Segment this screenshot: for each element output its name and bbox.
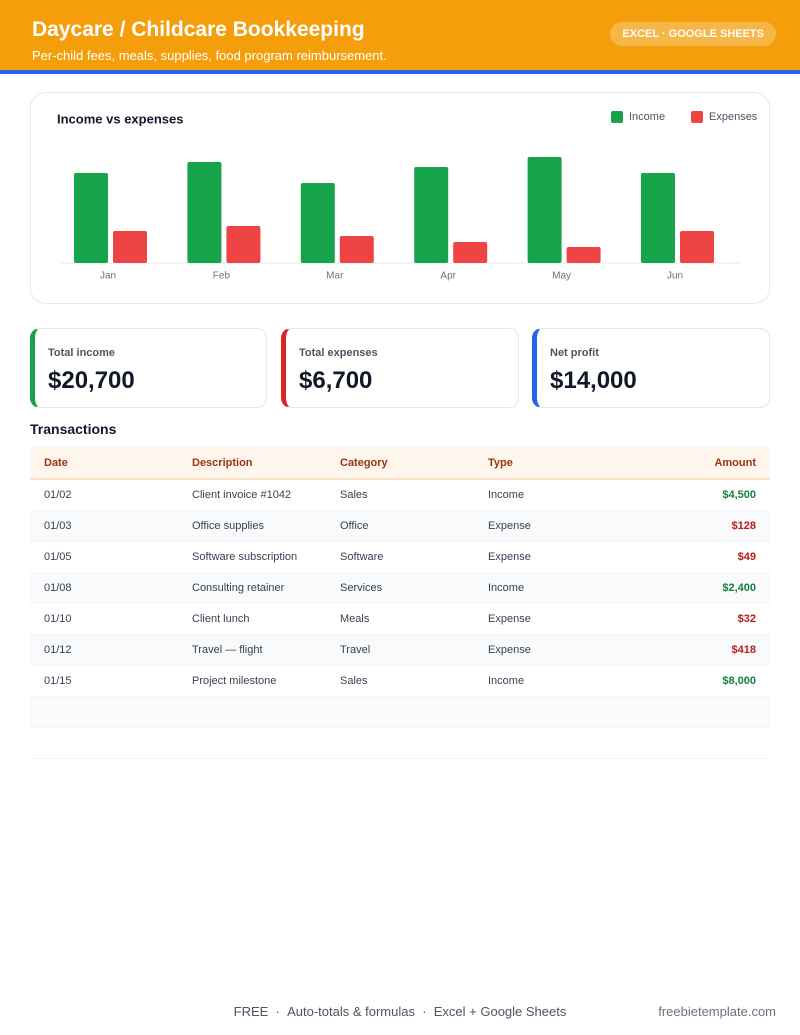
chart-card: Income vs expenses Income Expenses Jan Feb M… xyxy=(30,92,770,304)
column-header: Date xyxy=(44,457,68,469)
cell: Sales xyxy=(340,675,368,687)
chart: Income vs expenses Income Expenses Jan Feb M… xyxy=(57,111,758,282)
empty-row xyxy=(30,728,770,759)
footer-item: FREE xyxy=(233,1004,269,1019)
cell: Project milestone xyxy=(192,675,277,687)
bar xyxy=(113,231,147,263)
x-tick-label: Feb xyxy=(213,271,231,282)
cell: Office supplies xyxy=(192,520,264,532)
bar xyxy=(74,173,108,263)
card-income: Total income $20,700 xyxy=(30,328,267,408)
cell: Travel — flight xyxy=(192,644,263,656)
site: freebietemplate.com xyxy=(658,1004,776,1019)
cell: 01/03 xyxy=(44,520,72,532)
x-tick-label: Jun xyxy=(667,271,683,282)
cell: Services xyxy=(340,582,383,594)
cell: Expense xyxy=(488,520,531,532)
bar xyxy=(187,162,222,263)
x-tick-label: May xyxy=(552,271,571,282)
x-tick-label: Mar xyxy=(326,271,344,282)
table-row: 01/02 Client invoice #1042 Sales Income $4,5… xyxy=(30,480,770,511)
legend-swatch xyxy=(611,111,623,123)
column-header: Type xyxy=(488,457,513,469)
table: Date Description Category Type Amount 01/02 Cl… xyxy=(30,447,770,759)
section-title: Transactions xyxy=(30,421,117,437)
card-label: Total income xyxy=(48,347,116,359)
cell: $128 xyxy=(731,520,756,532)
table-row: 01/12 Travel — flight Travel Expense $418 xyxy=(30,635,770,666)
card-label: Total expenses xyxy=(299,347,378,359)
cell: Expense xyxy=(488,551,531,563)
cell: Income xyxy=(488,489,525,501)
footer: FREE · Auto-totals & formulas · Excel + … xyxy=(0,1004,800,1019)
cell: 01/12 xyxy=(44,644,72,656)
cell: Meals xyxy=(340,613,370,625)
header-row: Date Description Category Type Amount xyxy=(30,447,770,480)
cell: 01/15 xyxy=(44,675,72,687)
footer-item: Auto-totals & formulas xyxy=(287,1004,415,1019)
column-header: Category xyxy=(340,457,388,469)
cell: $4,500 xyxy=(722,489,756,501)
cell: 01/10 xyxy=(44,613,72,625)
card-value: $14,000 xyxy=(550,367,637,394)
cell: 01/02 xyxy=(44,489,72,501)
bar xyxy=(453,242,488,263)
x-tick-label: Apr xyxy=(440,271,456,282)
cell: Office xyxy=(340,520,369,532)
bar xyxy=(226,226,261,263)
cell: Client lunch xyxy=(192,613,250,625)
separator: · xyxy=(268,1004,288,1019)
cell: $49 xyxy=(737,551,756,563)
bar xyxy=(414,167,449,263)
column-header: Description xyxy=(192,457,253,469)
legend-swatch xyxy=(691,111,703,123)
badge: EXCEL · GOOGLE SHEETS xyxy=(610,22,776,46)
card-value: $6,700 xyxy=(299,367,373,394)
subtitle: Per-child fees, meals, supplies, food pr… xyxy=(32,48,387,63)
table-row: 01/15 Project milestone Sales Income $8,000 xyxy=(30,666,770,697)
empty-row xyxy=(30,697,770,728)
bar xyxy=(527,157,562,263)
chart-title: Income vs expenses xyxy=(57,111,183,126)
table-row: 01/10 Client lunch Meals Expense $32 xyxy=(30,604,770,635)
legend-label: Income xyxy=(629,111,665,123)
table-row: 01/05 Software subscription Software Expens… xyxy=(30,542,770,573)
header xyxy=(0,0,800,74)
cell: $2,400 xyxy=(722,582,756,594)
title: Daycare / Childcare Bookkeeping xyxy=(32,18,365,41)
cell: $8,000 xyxy=(722,675,756,687)
card-value: $20,700 xyxy=(48,367,135,394)
bar xyxy=(339,236,374,263)
cell: 01/08 xyxy=(44,582,72,594)
cell: Expense xyxy=(488,644,531,656)
cell: $418 xyxy=(731,644,756,656)
bar xyxy=(300,183,335,263)
bar xyxy=(566,247,601,263)
card-profit: Net profit $14,000 xyxy=(532,328,770,408)
card-label: Net profit xyxy=(550,347,599,359)
cell: $32 xyxy=(737,613,756,625)
card-expenses: Total expenses $6,700 xyxy=(281,328,519,408)
cell: Income xyxy=(488,582,525,594)
cell: Income xyxy=(488,675,525,687)
bar xyxy=(680,231,714,263)
cell: Expense xyxy=(488,613,531,625)
x-tick-label: Jan xyxy=(100,271,116,282)
legend-label: Expenses xyxy=(709,111,758,123)
cell: Consulting retainer xyxy=(192,582,285,594)
cell: 01/05 xyxy=(44,551,72,563)
footer-item: Excel + Google Sheets xyxy=(433,1004,567,1019)
bar xyxy=(641,173,675,263)
cell: Sales xyxy=(340,489,368,501)
cell: Software subscription xyxy=(192,551,298,563)
cell: Client invoice #1042 xyxy=(192,489,292,501)
cell: Travel xyxy=(340,644,371,656)
cell: Software xyxy=(340,551,384,563)
column-header: Amount xyxy=(714,457,756,469)
separator: · xyxy=(414,1004,434,1019)
table-row: 01/08 Consulting retainer Services Income $2… xyxy=(30,573,770,604)
table-row: 01/03 Office supplies Office Expense $128 xyxy=(30,511,770,542)
